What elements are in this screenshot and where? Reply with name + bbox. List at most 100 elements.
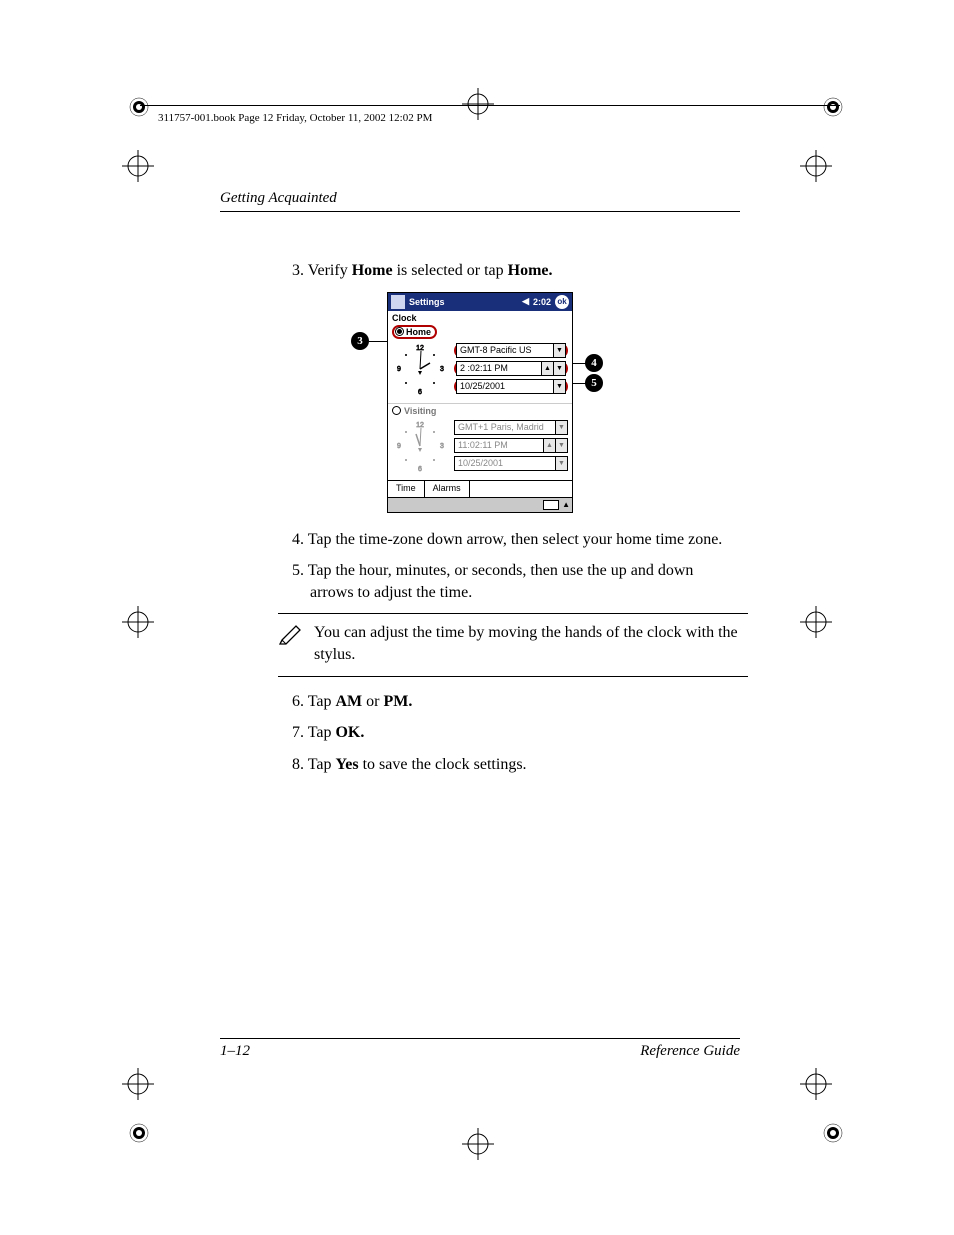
tab-alarms[interactable]: Alarms: [425, 481, 470, 497]
step-bold: Home.: [508, 262, 553, 279]
dropdown-arrow-icon[interactable]: ▼: [556, 456, 568, 471]
note-text: You can adjust the time by moving the ha…: [314, 622, 748, 665]
tab-time[interactable]: Time: [388, 481, 425, 497]
guide-name: Reference Guide: [640, 1043, 740, 1060]
footer-rule: [220, 1038, 740, 1039]
step-text: to save the clock settings.: [359, 756, 527, 773]
visiting-fields: GMT+1 Paris, Madrid ▼ 11:02:11 PM ▲ ▼ 10…: [454, 418, 568, 474]
home-row: 12 3 6 9: [392, 341, 568, 397]
callout-3: 3: [351, 332, 369, 350]
step-text: 6. Tap: [292, 693, 335, 710]
callout-4: 4: [585, 354, 603, 372]
step-text: 7. Tap: [292, 724, 335, 741]
step-3: 3. Verify Home is selected or tap Home.: [220, 260, 740, 282]
visiting-clock-face[interactable]: 12 3 6 9: [392, 418, 448, 474]
spin-up-icon[interactable]: ▲: [542, 361, 554, 376]
step-bold: Yes: [335, 756, 358, 773]
step-bold: OK.: [335, 724, 364, 741]
visiting-radio[interactable]: [392, 406, 401, 415]
pencil-note-icon: [278, 622, 306, 653]
corner-dot: [128, 96, 150, 118]
svg-text:6: 6: [418, 389, 422, 396]
step-5: 5. Tap the hour, minutes, or seconds, th…: [220, 560, 740, 603]
svg-text:9: 9: [397, 366, 401, 373]
dropdown-arrow-icon[interactable]: ▼: [554, 379, 566, 394]
corner-dot: [822, 1122, 844, 1144]
device-tabs: Time Alarms: [388, 480, 572, 497]
svg-text:12: 12: [416, 345, 424, 352]
callout-5: 5: [585, 374, 603, 392]
home-timezone-combo[interactable]: GMT-8 Pacific US ▼: [454, 343, 568, 358]
visiting-date-value: 10/25/2001: [454, 456, 556, 471]
step-bold: AM: [335, 693, 362, 710]
footer: 1–12 Reference Guide: [220, 1038, 740, 1060]
step-8: 8. Tap Yes to save the clock settings.: [220, 754, 740, 776]
visiting-label: Visiting: [404, 406, 436, 416]
device-bottombar: ▲: [388, 497, 572, 512]
visiting-timezone-combo[interactable]: GMT+1 Paris, Madrid ▼: [454, 420, 568, 435]
visiting-row: 12 3 6 9: [392, 418, 568, 474]
footer-row: 1–12 Reference Guide: [220, 1043, 740, 1060]
home-tz-value: GMT-8 Pacific US: [456, 343, 554, 358]
step-6: 6. Tap AM or PM.: [220, 691, 740, 713]
spin-down-icon[interactable]: ▼: [554, 361, 566, 376]
register-mark: [122, 150, 148, 176]
status-time: 2:02: [533, 297, 551, 307]
step-bold: Home: [352, 262, 393, 279]
corner-dot: [128, 1122, 150, 1144]
visiting-radio-row[interactable]: Visiting: [392, 406, 568, 416]
spin-down-icon[interactable]: ▼: [556, 438, 568, 453]
top-rule: [140, 105, 840, 106]
svg-text:9: 9: [397, 443, 401, 450]
content-area: Getting Acquainted 3. Verify Home is sel…: [220, 190, 740, 785]
svg-text:3: 3: [440, 366, 444, 373]
figure-area: 3 4 5 Settings ◀ 2:02 ok: [387, 292, 573, 515]
home-radio[interactable]: [395, 327, 404, 336]
corner-dot: [822, 96, 844, 118]
visiting-date-combo[interactable]: 10/25/2001 ▼: [454, 456, 568, 471]
running-head: Getting Acquainted: [220, 190, 740, 207]
callout-line: [573, 383, 587, 384]
register-mark: [122, 1068, 148, 1094]
page: 311757-001.book Page 12 Friday, October …: [0, 0, 954, 1235]
ok-button[interactable]: ok: [555, 295, 569, 309]
keyboard-icon[interactable]: [543, 500, 559, 510]
figure-wrap: 3 4 5 Settings ◀ 2:02 ok: [220, 292, 740, 515]
register-mark: [122, 606, 148, 632]
step-text: 8. Tap: [292, 756, 335, 773]
home-clock-face[interactable]: 12 3 6 9: [392, 341, 448, 397]
home-date-value: 10/25/2001: [456, 379, 554, 394]
register-mark: [800, 1068, 826, 1094]
callout-line: [573, 363, 587, 364]
visiting-time-spinner[interactable]: 11:02:11 PM ▲ ▼: [454, 438, 568, 453]
step-text: or: [362, 693, 383, 710]
spin-up-icon[interactable]: ▲: [544, 438, 556, 453]
home-fields: GMT-8 Pacific US ▼ 2 :02:11 PM ▲ ▼ 10/25…: [454, 341, 568, 397]
home-time-value: 2 :02:11 PM: [456, 361, 542, 376]
clock-heading: Clock: [388, 311, 572, 323]
register-mark: [800, 150, 826, 176]
svg-text:3: 3: [440, 443, 444, 450]
page-number: 1–12: [220, 1043, 250, 1060]
home-date-combo[interactable]: 10/25/2001 ▼: [454, 379, 568, 394]
dropdown-arrow-icon[interactable]: ▼: [554, 343, 566, 358]
book-meta-line: 311757-001.book Page 12 Friday, October …: [158, 112, 432, 124]
device-titlebar: Settings ◀ 2:02 ok: [388, 293, 572, 311]
step-text: 3. Verify: [292, 262, 352, 279]
home-section: Home 12 3 6 9: [388, 323, 572, 403]
visiting-tz-value: GMT+1 Paris, Madrid: [454, 420, 556, 435]
visiting-time-value: 11:02:11 PM: [454, 438, 544, 453]
svg-text:12: 12: [416, 422, 424, 429]
visiting-section: Visiting 12 3 6 9: [388, 403, 572, 480]
home-radio-row[interactable]: Home: [392, 325, 568, 339]
dropdown-arrow-icon[interactable]: ▼: [556, 420, 568, 435]
up-caret-icon[interactable]: ▲: [562, 500, 570, 509]
home-time-spinner[interactable]: 2 :02:11 PM ▲ ▼: [454, 361, 568, 376]
windows-icon[interactable]: [391, 295, 405, 309]
svg-text:6: 6: [418, 466, 422, 473]
home-label: Home: [406, 327, 431, 337]
register-mark: [462, 1128, 488, 1154]
device-screenshot: Settings ◀ 2:02 ok Clock Home: [387, 292, 573, 513]
register-mark: [462, 88, 488, 114]
speaker-icon[interactable]: ◀: [522, 296, 529, 307]
